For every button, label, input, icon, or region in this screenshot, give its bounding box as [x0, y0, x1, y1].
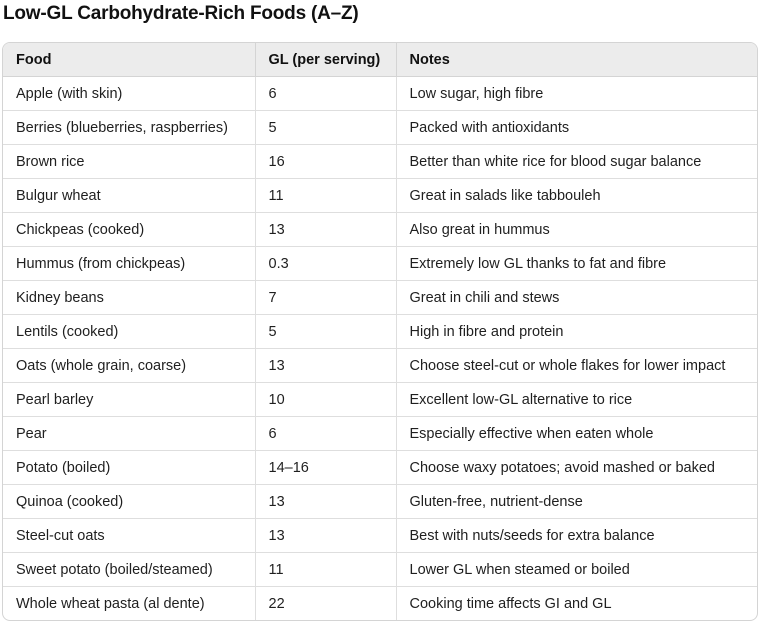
table-row: Sweet potato (boiled/steamed) 11 Lower GL …: [3, 552, 757, 587]
food-cell: Quinoa (cooked): [3, 484, 256, 519]
table-row: Apple (with skin) 6 Low sugar, high fibre: [3, 76, 757, 111]
notes-cell: Especially effective when eaten whole: [396, 416, 757, 451]
notes-cell: Excellent low-GL alternative to rice: [396, 382, 757, 417]
gl-cell: 11: [255, 178, 397, 213]
table-row: Berries (blueberries, raspberries) 5 Packe…: [3, 110, 757, 145]
notes-cell: Better than white rice for blood sugar b…: [396, 144, 757, 179]
notes-cell: High in fibre and protein: [396, 314, 757, 349]
table-row: Hummus (from chickpeas) 0.3 Extremely low …: [3, 246, 757, 281]
table-row: Brown rice 16 Better than white rice for b…: [3, 144, 757, 179]
food-table-container: Food GL (per serving) Notes Apple (with …: [2, 42, 758, 621]
table-row: Bulgur wheat 11 Great in salads like tabbo…: [3, 178, 757, 213]
notes-cell: Choose steel-cut or whole flakes for low…: [396, 348, 757, 383]
header-gl: GL (per serving): [255, 43, 397, 77]
table-row: Pearl barley 10 Excellent low-GL alternati…: [3, 382, 757, 417]
gl-cell: 6: [255, 416, 397, 451]
gl-cell: 6: [255, 76, 397, 111]
table-row: Whole wheat pasta (al dente) 22 Cooking ti…: [3, 586, 757, 620]
food-cell: Hummus (from chickpeas): [3, 246, 256, 281]
gl-cell: 5: [255, 110, 397, 145]
gl-cell: 13: [255, 348, 397, 383]
food-cell: Pearl barley: [3, 382, 256, 417]
notes-cell: Lower GL when steamed or boiled: [396, 552, 757, 587]
food-cell: Whole wheat pasta (al dente): [3, 586, 256, 620]
food-cell: Brown rice: [3, 144, 256, 179]
table-body: Apple (with skin) 6 Low sugar, high fibre B…: [3, 76, 757, 620]
notes-cell: Packed with antioxidants: [396, 110, 757, 145]
notes-cell: Gluten-free, nutrient-dense: [396, 484, 757, 519]
gl-cell: 13: [255, 484, 397, 519]
table-row: Steel-cut oats 13 Best with nuts/seeds for…: [3, 518, 757, 553]
gl-cell: 13: [255, 518, 397, 553]
gl-cell: 11: [255, 552, 397, 587]
notes-cell: Great in salads like tabbouleh: [396, 178, 757, 213]
table-row: Quinoa (cooked) 13 Gluten-free, nutrient-d…: [3, 484, 757, 519]
food-cell: Apple (with skin): [3, 76, 256, 111]
food-cell: Kidney beans: [3, 280, 256, 315]
header-food: Food: [3, 43, 256, 77]
food-cell: Potato (boiled): [3, 450, 256, 485]
header-notes: Notes: [396, 43, 757, 77]
table-row: Pear 6 Especially effective when eaten who…: [3, 416, 757, 451]
notes-cell: Low sugar, high fibre: [396, 76, 757, 111]
page-title: Low-GL Carbohydrate-Rich Foods (A–Z): [3, 3, 359, 24]
notes-cell: Choose waxy potatoes; avoid mashed or ba…: [396, 450, 757, 485]
food-cell: Chickpeas (cooked): [3, 212, 256, 247]
notes-cell: Best with nuts/seeds for extra balance: [396, 518, 757, 553]
gl-cell: 16: [255, 144, 397, 179]
notes-cell: Cooking time affects GI and GL: [409, 595, 612, 612]
gl-cell: 7: [255, 280, 397, 315]
table-row: Oats (whole grain, coarse) 13 Choose steel…: [3, 348, 757, 383]
gl-cell: 22: [255, 586, 397, 620]
gl-cell: 13: [255, 212, 397, 247]
notes-cell: Extremely low GL thanks to fat and fibre: [396, 246, 757, 281]
food-cell: Steel-cut oats: [3, 518, 256, 553]
notes-cell: Also great in hummus: [396, 212, 757, 247]
food-cell: Sweet potato (boiled/steamed): [3, 552, 256, 587]
food-cell: Lentils (cooked): [3, 314, 256, 349]
table-row: Chickpeas (cooked) 13 Also great in hummus: [3, 212, 757, 247]
table-row: Potato (boiled) 14–16 Choose waxy potatoes…: [3, 450, 757, 485]
gl-cell: 14–16: [255, 450, 397, 485]
food-cell: Pear: [3, 416, 256, 451]
food-cell: Bulgur wheat: [3, 178, 256, 213]
food-cell: Berries (blueberries, raspberries): [3, 110, 256, 145]
gl-cell: 5: [255, 314, 397, 349]
table-row: Kidney beans 7 Great in chili and stews: [3, 280, 757, 315]
gl-cell: 0.3: [255, 246, 397, 281]
gl-cell: 10: [255, 382, 397, 417]
food-table: Food GL (per serving) Notes Apple (with …: [3, 43, 757, 620]
food-cell: Oats (whole grain, coarse): [3, 348, 256, 383]
notes-cell: Great in chili and stews: [396, 280, 757, 315]
table-row: Lentils (cooked) 5 High in fibre and prote…: [3, 314, 757, 349]
table-header-row: Food GL (per serving) Notes: [3, 43, 757, 77]
